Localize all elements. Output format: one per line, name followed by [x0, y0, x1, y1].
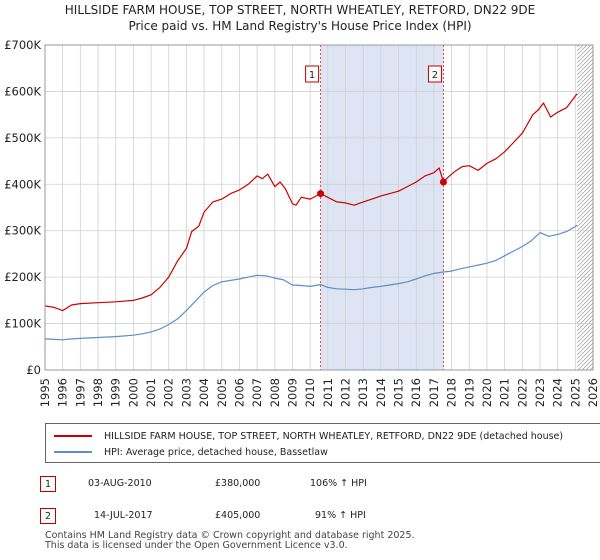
property-price-line — [44, 93, 578, 312]
x-tick-label: 2014 — [374, 378, 388, 407]
x-tick-label: 2000 — [126, 378, 140, 407]
x-tick-label: 2004 — [197, 378, 211, 407]
forecast-hatch — [577, 45, 593, 370]
sale-point — [317, 190, 325, 198]
x-tick-label: 2021 — [498, 378, 512, 407]
sale-number-badge: 1 — [40, 476, 56, 492]
y-tick-label: £500K — [4, 131, 41, 145]
legend-item-property: HILLSIDE FARM HOUSE, TOP STREET, NORTH W… — [54, 428, 563, 444]
sale-price: £405,000 — [215, 510, 261, 521]
legend-label-property: HILLSIDE FARM HOUSE, TOP STREET, NORTH W… — [104, 430, 564, 442]
sale-number-badge: 2 — [40, 508, 56, 524]
x-tick-label: 2023 — [533, 378, 547, 407]
x-tick-label: 1998 — [91, 378, 105, 407]
x-tick-label: 2006 — [232, 378, 246, 407]
x-tick-label: 2009 — [285, 378, 299, 407]
sale-label-box — [305, 65, 320, 83]
hpi-line — [44, 224, 578, 341]
footer-licence: This data is licensed under the Open Gov… — [45, 540, 348, 551]
legend: HILLSIDE FARM HOUSE, TOP STREET, NORTH W… — [45, 423, 600, 463]
footer: Contains HM Land Registry data © Crown c… — [45, 531, 415, 551]
sale-date: 14-JUL-2017 — [94, 510, 153, 521]
x-tick-label: 2019 — [462, 378, 476, 407]
sale-hpi-change: 91% ↑ HPI — [315, 510, 366, 521]
x-tick-label: 2012 — [339, 378, 353, 407]
sale-hpi-change: 106% ↑ HPI — [310, 478, 367, 489]
x-tick-label: 2022 — [515, 378, 529, 407]
x-tick-label: 1997 — [73, 378, 87, 407]
x-tick-label: 2010 — [303, 378, 317, 407]
x-tick-label: 2001 — [144, 378, 158, 407]
sale-date: 03-AUG-2010 — [88, 478, 152, 489]
legend-label-hpi: HPI: Average price, detached house, Bass… — [104, 446, 328, 458]
x-tick-label: 2017 — [427, 378, 441, 407]
legend-item-hpi: HPI: Average price, detached house, Bass… — [54, 444, 328, 460]
x-tick-label: 2005 — [215, 378, 229, 407]
sale-label-box — [427, 65, 442, 83]
sale-label-text: 1 — [309, 70, 315, 81]
y-tick-label: £300K — [4, 224, 41, 238]
x-tick-label: 2016 — [409, 378, 423, 407]
x-tick-label: 2007 — [250, 378, 264, 407]
x-tick-label: 2025 — [568, 378, 582, 407]
plot-frame — [44, 44, 594, 371]
y-tick-label: £700K — [4, 38, 41, 52]
y-tick-label: £200K — [4, 270, 41, 284]
x-tick-label: 2003 — [179, 378, 193, 407]
x-tick-label: 2008 — [268, 378, 282, 407]
x-tick-label: 1999 — [109, 378, 123, 407]
x-tick-label: 2018 — [445, 378, 459, 407]
x-tick-label: 2002 — [162, 378, 176, 407]
x-tick-label: 2011 — [321, 378, 335, 407]
y-tick-label: £0 — [26, 363, 41, 377]
chart-title: HILLSIDE FARM HOUSE, TOP STREET, NORTH W… — [64, 3, 536, 17]
legend-swatch-property — [54, 435, 92, 437]
x-tick-label: 2026 — [586, 378, 600, 407]
x-tick-label: 1995 — [38, 378, 52, 407]
sale-label-text: 2 — [432, 70, 438, 81]
y-tick-label: £600K — [4, 84, 41, 98]
x-tick-label: 2020 — [480, 378, 494, 407]
legend-swatch-hpi — [54, 451, 92, 453]
chart-subtitle: Price paid vs. HM Land Registry's House … — [128, 19, 472, 33]
ownership-shade — [320, 45, 444, 370]
x-tick-label: 2015 — [392, 378, 406, 407]
y-tick-label: £400K — [4, 177, 41, 191]
sale-row: 2 14-JUL-2017 £405,000 91% ↑ HPI — [40, 508, 580, 528]
x-tick-label: 2024 — [551, 378, 565, 407]
x-tick-label: 2013 — [356, 378, 370, 407]
price-chart: 1 2 £0 £100K £200K £300K £400K £500K £600K £700K… — [4, 38, 600, 407]
sale-point — [439, 178, 447, 186]
y-tick-label: £100K — [4, 317, 41, 331]
sale-row: 1 03-AUG-2010 £380,000 106% ↑ HPI — [40, 476, 580, 496]
footer-copyright: Contains HM Land Registry data © Crown c… — [45, 530, 415, 541]
sale-price: £380,000 — [215, 478, 261, 489]
x-tick-label: 1996 — [56, 378, 70, 407]
